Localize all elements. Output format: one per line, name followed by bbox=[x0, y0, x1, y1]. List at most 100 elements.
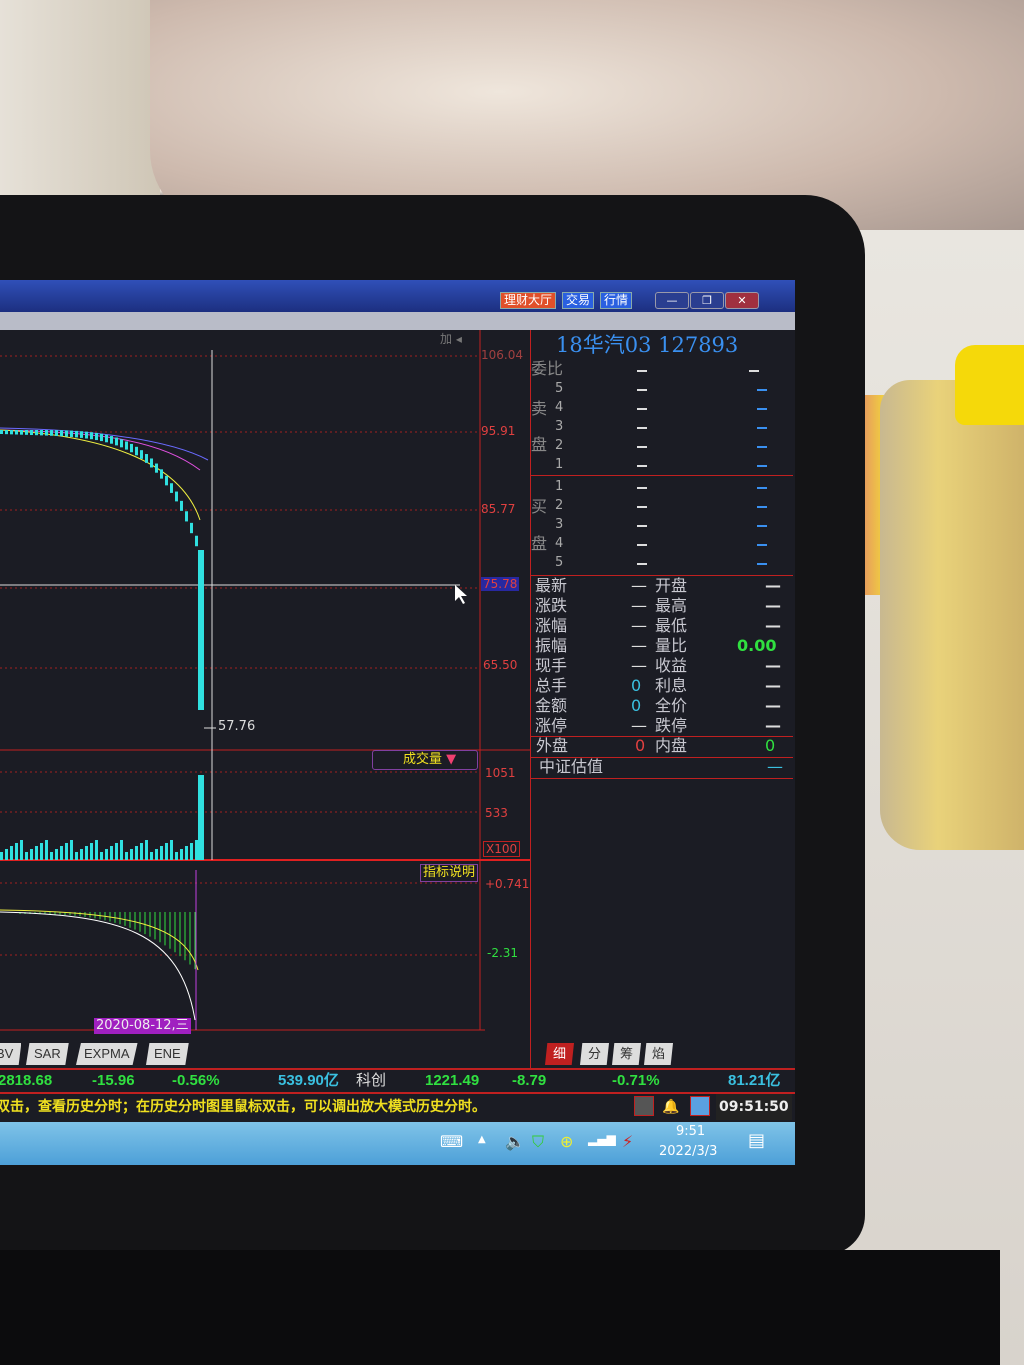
restore-button[interactable]: ❐ bbox=[690, 292, 724, 309]
buy-price-dash bbox=[637, 563, 647, 565]
price-bar bbox=[10, 430, 13, 435]
field-label: 收益 bbox=[655, 656, 688, 675]
field-label: 利息 bbox=[655, 676, 688, 695]
volume-selector[interactable]: 成交量 ▼ bbox=[372, 750, 478, 770]
volume-bar bbox=[160, 846, 163, 860]
price-bar bbox=[80, 431, 83, 438]
field-value: — bbox=[631, 596, 647, 615]
tray-expand-icon[interactable]: ▲ bbox=[478, 1134, 486, 1145]
field-label: 量比 bbox=[655, 636, 688, 655]
clock-time: 09:51:50 bbox=[716, 1094, 792, 1120]
price-bar bbox=[40, 430, 43, 436]
sell-label: 卖 bbox=[531, 399, 548, 418]
tab-chips[interactable]: 筹 bbox=[612, 1043, 642, 1065]
divider bbox=[531, 778, 793, 779]
price-axis-label: 106.04 bbox=[481, 348, 523, 362]
volume-bar bbox=[145, 840, 148, 860]
sell-level: 1 bbox=[555, 457, 564, 472]
volume-bar bbox=[100, 852, 103, 860]
volume-bar bbox=[30, 849, 33, 860]
shield-icon[interactable]: ⛉ bbox=[532, 1132, 545, 1151]
board-pct: -0.71% bbox=[612, 1072, 660, 1089]
tab-ene[interactable]: ENE bbox=[146, 1043, 189, 1065]
weibi-label: 委比 bbox=[531, 359, 564, 378]
volume-icon[interactable]: 🔈 bbox=[505, 1132, 525, 1151]
bell-icon[interactable]: 🔔 bbox=[662, 1099, 680, 1115]
price-bar bbox=[85, 431, 88, 439]
tab-expma[interactable]: EXPMA bbox=[76, 1043, 138, 1065]
taskbar-time[interactable]: 9:51 bbox=[676, 1124, 706, 1139]
volume-selector-label: 成交量 bbox=[403, 752, 443, 767]
keyboard-icon[interactable]: ⌨ bbox=[440, 1132, 464, 1151]
buy-volume-dash bbox=[757, 544, 767, 546]
field-value: — bbox=[765, 576, 781, 595]
toolbar-strip bbox=[0, 312, 795, 330]
board-name[interactable]: 科创 bbox=[356, 1072, 387, 1089]
window-icon[interactable] bbox=[634, 1096, 654, 1116]
price-bar bbox=[150, 458, 153, 468]
tab-sar[interactable]: SAR bbox=[26, 1043, 69, 1065]
volume-spike bbox=[198, 775, 204, 860]
price-bar bbox=[75, 430, 78, 438]
volume-bar bbox=[40, 843, 43, 860]
price-bar bbox=[115, 437, 118, 446]
price-bar bbox=[30, 430, 33, 436]
sell-price-dash bbox=[637, 389, 647, 391]
tab-detail[interactable]: 细 bbox=[545, 1043, 575, 1065]
outer-value: 0 bbox=[635, 736, 646, 755]
upload-icon[interactable] bbox=[690, 1096, 710, 1116]
field-label: 振幅 bbox=[535, 636, 568, 655]
volume-axis-label: 1051 bbox=[485, 766, 516, 780]
taskbar-date[interactable]: 2022/3/3 bbox=[659, 1144, 718, 1159]
close-button[interactable]: ✕ bbox=[725, 292, 759, 309]
buy-level: 4 bbox=[555, 536, 564, 551]
field-label: 最低 bbox=[655, 616, 688, 635]
power-icon[interactable]: ⚡ bbox=[622, 1132, 634, 1151]
intraday-chart[interactable]: 加 ◂ 106.04 95.91 85.77 75.78 65.50 57.76… bbox=[0, 330, 795, 1040]
signal-icon[interactable]: ▂▄▆ bbox=[588, 1132, 616, 1146]
indicator-axis-label: -2.31 bbox=[487, 946, 519, 960]
volume-bar bbox=[190, 843, 193, 860]
price-bar bbox=[195, 535, 198, 547]
index-status-bar: 2818.68 -15.96 -0.56% 539.90亿 科创 1221.49… bbox=[0, 1068, 795, 1092]
buy-label: 买 bbox=[531, 497, 548, 516]
price-bar bbox=[15, 430, 18, 435]
trade-button[interactable]: 交易 bbox=[562, 292, 595, 309]
volume-bar bbox=[90, 843, 93, 860]
plus-icon[interactable]: ⊕ bbox=[560, 1132, 574, 1151]
price-bar bbox=[90, 432, 93, 440]
volume-bar bbox=[80, 849, 83, 860]
sell-price-dash bbox=[637, 408, 647, 410]
price-axis-label: 95.91 bbox=[481, 424, 516, 438]
buy-volume-dash bbox=[757, 506, 767, 508]
volume-bar bbox=[45, 840, 48, 860]
minimize-button[interactable]: — bbox=[655, 292, 689, 309]
weibi-dash bbox=[637, 370, 647, 372]
index-pct: -0.56% bbox=[172, 1072, 220, 1089]
field-label: 最新 bbox=[535, 576, 568, 595]
tab-bv[interactable]: BV bbox=[0, 1043, 22, 1065]
buy-label: 盘 bbox=[531, 534, 548, 553]
crosshair-price-label: 75.78 bbox=[481, 577, 520, 591]
wealth-hall-button[interactable]: 理财大厅 bbox=[500, 292, 557, 309]
chart-tools-icon[interactable]: 加 ◂ bbox=[440, 332, 462, 346]
market-button[interactable]: 行情 bbox=[600, 292, 633, 309]
sell-price-dash bbox=[637, 427, 647, 429]
sell-volume-dash bbox=[757, 446, 767, 448]
price-bar bbox=[70, 430, 73, 437]
field-label: 总手 bbox=[535, 676, 568, 695]
show-desktop-icon[interactable]: ▤ bbox=[748, 1130, 766, 1151]
volume-bar bbox=[175, 852, 178, 860]
price-drop-bar bbox=[198, 550, 204, 710]
volume-bar bbox=[95, 840, 98, 860]
csi-valuation-label: 中证估值 bbox=[539, 757, 604, 776]
tab-minute[interactable]: 分 bbox=[580, 1043, 610, 1065]
tab-flame[interactable]: 焰 bbox=[644, 1043, 674, 1065]
field-label: 金额 bbox=[535, 696, 568, 715]
sell-level: 4 bbox=[555, 400, 564, 415]
field-value: 0 bbox=[631, 676, 642, 695]
volume-bar bbox=[130, 849, 133, 860]
volume-bar bbox=[185, 846, 188, 860]
indicator-help-button[interactable]: 指标说明 bbox=[420, 864, 479, 882]
buy-volume-dash bbox=[757, 563, 767, 565]
